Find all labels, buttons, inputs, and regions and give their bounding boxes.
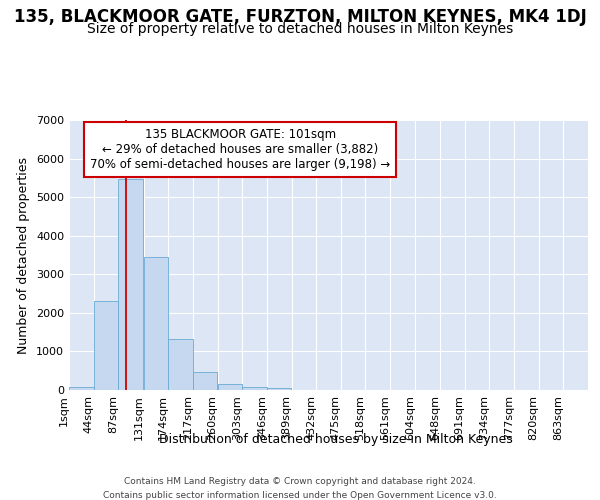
Bar bbox=[267, 388, 292, 390]
Bar bbox=[94, 302, 118, 390]
Text: Distribution of detached houses by size in Milton Keynes: Distribution of detached houses by size … bbox=[159, 432, 513, 446]
Bar bbox=[193, 372, 217, 390]
Bar bbox=[118, 178, 143, 390]
Text: Size of property relative to detached houses in Milton Keynes: Size of property relative to detached ho… bbox=[87, 22, 513, 36]
Bar bbox=[218, 384, 242, 390]
Text: Contains HM Land Registry data © Crown copyright and database right 2024.: Contains HM Land Registry data © Crown c… bbox=[124, 478, 476, 486]
Bar bbox=[169, 339, 193, 390]
Bar bbox=[143, 257, 168, 390]
Text: Contains public sector information licensed under the Open Government Licence v3: Contains public sector information licen… bbox=[103, 491, 497, 500]
Bar bbox=[69, 387, 94, 390]
Bar bbox=[242, 386, 267, 390]
Text: 135, BLACKMOOR GATE, FURZTON, MILTON KEYNES, MK4 1DJ: 135, BLACKMOOR GATE, FURZTON, MILTON KEY… bbox=[14, 8, 586, 26]
Y-axis label: Number of detached properties: Number of detached properties bbox=[17, 156, 31, 354]
Text: 135 BLACKMOOR GATE: 101sqm
← 29% of detached houses are smaller (3,882)
70% of s: 135 BLACKMOOR GATE: 101sqm ← 29% of deta… bbox=[90, 128, 391, 171]
